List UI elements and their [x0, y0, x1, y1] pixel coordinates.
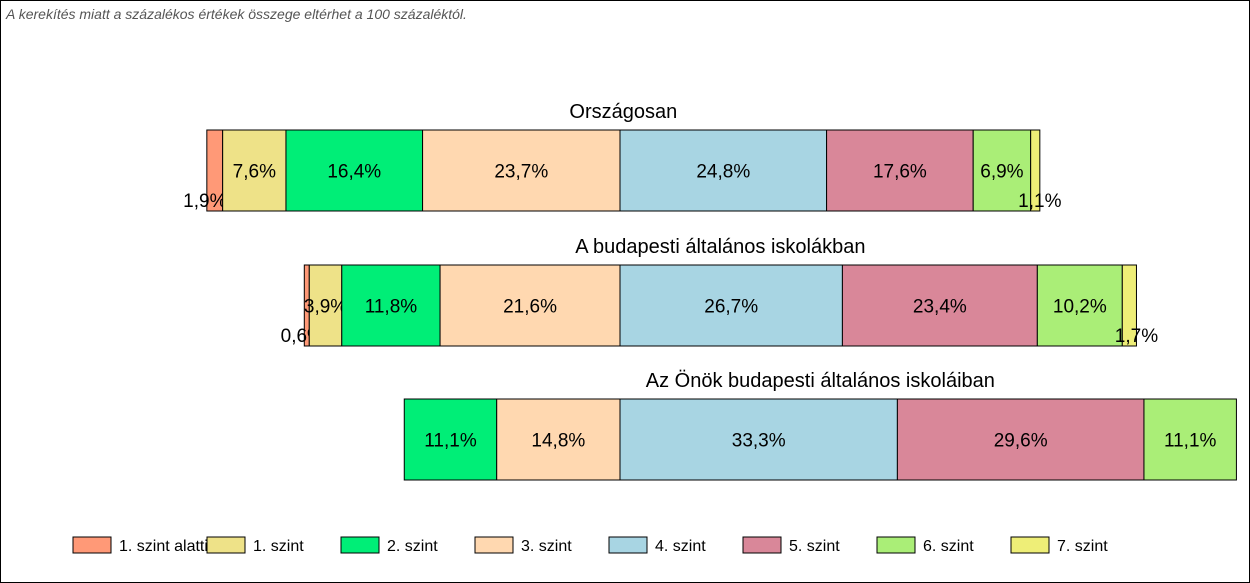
data-label: 7,6%	[233, 162, 276, 183]
data-label: 6,9%	[980, 162, 1023, 183]
rounding-note: A kerekítés miatt a százalékos értékek ö…	[6, 6, 467, 22]
data-label: 1,9%	[183, 191, 226, 212]
legend-label: 1. szint	[253, 538, 304, 555]
bar-segment	[341, 264, 441, 347]
bar-segment	[222, 129, 287, 212]
legend-label: 7. szint	[1057, 538, 1108, 555]
data-label: 23,4%	[913, 297, 967, 318]
legend-label: 1. szint alatti	[119, 538, 208, 555]
bar-segment	[422, 129, 621, 212]
row-title: Országosan	[569, 101, 677, 123]
data-label: 11,1%	[1164, 431, 1217, 452]
legend-label: 2. szint	[387, 538, 438, 555]
bar-row: Országosan 1,9% 7,6% 16,4% 23,7% 24,8% 17,6% 6,…	[183, 101, 1061, 212]
legend-swatch	[1010, 536, 1050, 554]
legend-label: 6. szint	[923, 538, 974, 555]
legend: 1. szint alatti 1. szint 2. szint 3. szint 4…	[72, 536, 1108, 555]
bar-segment	[972, 129, 1032, 212]
data-label: 14,8%	[531, 431, 585, 452]
bar-segment	[841, 264, 1038, 347]
legend-swatch	[742, 536, 782, 554]
data-label: 26,7%	[704, 297, 758, 318]
data-label: 3,9%	[304, 297, 347, 318]
bar-segment	[1121, 264, 1137, 347]
legend-label: 3. szint	[521, 538, 572, 555]
bar-segment	[308, 264, 343, 347]
data-label: 16,4%	[327, 162, 381, 183]
data-label: 24,8%	[696, 162, 750, 183]
bar-segment	[439, 264, 621, 347]
bar-row: Az Önök budapesti általános iskoláiban 11…	[403, 370, 1237, 481]
bar-segment	[826, 129, 974, 212]
data-label: 1,7%	[1115, 326, 1158, 347]
bar-segment	[1036, 264, 1123, 347]
data-label: 29,6%	[994, 431, 1048, 452]
row-title: A budapesti általános iskolákban	[575, 236, 865, 258]
data-label: 23,7%	[494, 162, 548, 183]
data-label: 21,6%	[503, 297, 557, 318]
data-label: 1,1%	[1018, 191, 1061, 212]
legend-swatch	[206, 536, 246, 554]
data-label: 11,1%	[424, 431, 477, 452]
bar-segment	[896, 398, 1145, 481]
data-label: 10,2%	[1053, 297, 1107, 318]
legend-swatch	[608, 536, 648, 554]
legend-swatch	[474, 536, 514, 554]
row-title: Az Önök budapesti általános iskoláiban	[646, 370, 995, 392]
bar-segment	[619, 264, 843, 347]
legend-swatch	[876, 536, 916, 554]
data-label: 33,3%	[732, 431, 786, 452]
legend-label: 4. szint	[655, 538, 706, 555]
data-label: 17,6%	[873, 162, 927, 183]
bar-segment	[496, 398, 621, 481]
bar-segment	[1143, 398, 1237, 481]
bar-segment	[1030, 129, 1041, 212]
bar-segment	[619, 129, 828, 212]
legend-swatch	[72, 536, 112, 554]
bar-row: A budapesti általános iskolákban0,6%3,9%…	[281, 236, 1159, 347]
legend-swatch	[340, 536, 380, 554]
legend-label: 5. szint	[789, 538, 840, 555]
data-label: 11,8%	[365, 297, 418, 318]
